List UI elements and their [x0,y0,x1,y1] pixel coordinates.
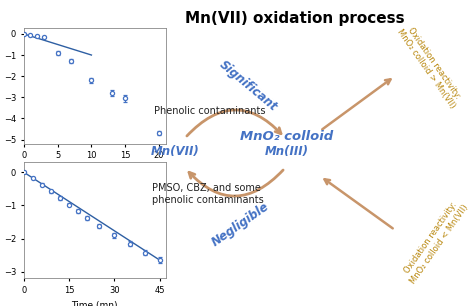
Text: Mn(VII) oxidation process: Mn(VII) oxidation process [185,11,405,26]
FancyArrowPatch shape [322,79,391,129]
FancyArrowPatch shape [189,170,283,196]
X-axis label: Time (mn): Time (mn) [72,166,118,175]
FancyArrowPatch shape [187,110,281,136]
Text: Oxidation reactivity:
MnO₂ colloid > Mn(VII): Oxidation reactivity: MnO₂ colloid > Mn(… [395,22,465,110]
Text: MnO₂ colloid: MnO₂ colloid [240,129,334,143]
X-axis label: Time (mn): Time (mn) [72,301,118,306]
Text: Mn(VII): Mn(VII) [151,144,200,158]
Text: Oxidation reactivity:
MnO₂ colloid < Mn(VII): Oxidation reactivity: MnO₂ colloid < Mn(… [400,197,470,285]
Text: Significant: Significant [217,58,280,114]
Text: Mn(III): Mn(III) [265,144,309,158]
Text: Phenolic contaminants: Phenolic contaminants [154,106,266,116]
Text: Negligible: Negligible [209,200,271,248]
FancyArrowPatch shape [325,179,393,228]
Text: PMSO, CBZ, and some
phenolic contaminants: PMSO, CBZ, and some phenolic contaminant… [152,183,264,205]
